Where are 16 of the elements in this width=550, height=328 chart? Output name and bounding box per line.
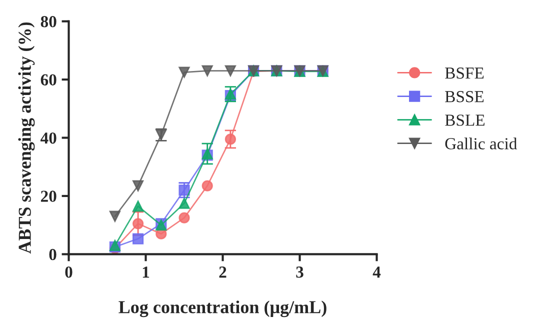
legend-label: BSFE — [445, 68, 484, 79]
legend-label: BSLE — [445, 114, 484, 126]
x-tick-label: 4 — [372, 266, 381, 278]
y-tick-label: 60 — [40, 74, 56, 86]
y-axis-title: ABTS scavenging activity (%) — [18, 22, 35, 254]
legend-label: Gallic acid — [445, 138, 518, 150]
x-tick-label: 0 — [65, 266, 72, 278]
x-tick-label: 3 — [296, 266, 304, 278]
y-tick-label: 40 — [40, 132, 56, 144]
y-tick-label: 0 — [49, 248, 56, 260]
legend-label: BSSE — [445, 91, 484, 102]
x-tick-label: 2 — [219, 266, 226, 278]
y-tick-label: 20 — [40, 190, 56, 202]
x-tick-label: 1 — [142, 266, 150, 278]
x-axis-title: Log concentration (μg/mL) — [118, 300, 326, 318]
y-tick-label: 80 — [40, 16, 56, 28]
